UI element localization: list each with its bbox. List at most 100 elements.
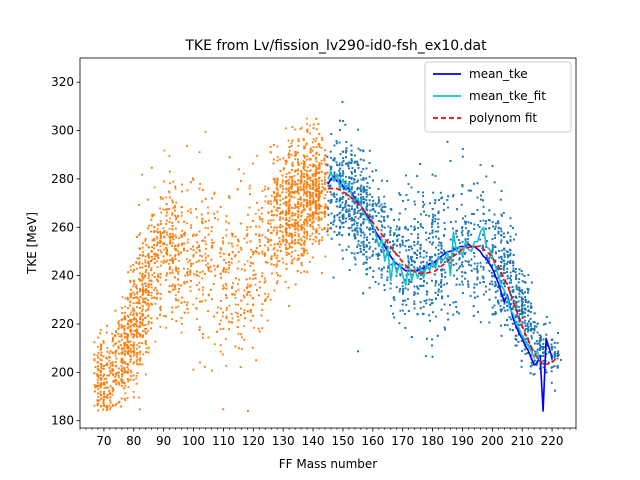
scatter-point <box>323 158 326 161</box>
scatter-point <box>305 143 308 146</box>
scatter-point <box>273 196 276 198</box>
scatter-point <box>318 144 321 147</box>
scatter-point <box>315 187 318 190</box>
scatter-point <box>282 240 284 243</box>
scatter-point <box>138 358 141 360</box>
scatter-point <box>297 158 299 161</box>
scatter-point <box>312 138 315 141</box>
scatter-point <box>254 273 257 276</box>
scatter-point <box>312 123 315 126</box>
scatter-point <box>132 341 135 344</box>
scatter-point <box>147 290 150 293</box>
scatter-point <box>323 176 326 179</box>
scatter-point <box>236 244 239 247</box>
scatter-point <box>102 355 105 358</box>
scatter-point <box>177 305 180 308</box>
scatter-point <box>183 281 186 283</box>
scatter-point <box>303 244 306 246</box>
scatter-point <box>159 309 162 312</box>
scatter-point <box>279 186 282 189</box>
scatter-point <box>309 191 312 194</box>
scatter-point <box>147 256 150 259</box>
scatter-point <box>273 192 275 195</box>
scatter-point <box>124 342 127 344</box>
scatter-point <box>135 321 138 323</box>
scatter-point <box>305 142 308 145</box>
scatter-point <box>306 166 309 169</box>
scatter-point <box>174 214 176 217</box>
scatter-point <box>120 379 123 382</box>
scatter-point <box>291 126 294 128</box>
scatter-point <box>117 381 120 384</box>
scatter-point <box>136 325 139 328</box>
scatter-point <box>171 236 174 238</box>
scatter-point <box>299 179 302 181</box>
scatter-point <box>160 235 162 238</box>
scatter-point <box>276 191 279 194</box>
scatter-point <box>245 278 248 281</box>
scatter-point <box>285 160 288 163</box>
scatter-point <box>138 204 140 206</box>
scatter-point <box>123 381 126 384</box>
scatter-point <box>169 196 171 199</box>
scatter-point <box>144 297 146 300</box>
scatter-point <box>109 401 112 404</box>
scatter-point <box>148 279 151 282</box>
scatter-point <box>228 195 231 198</box>
scatter-point <box>100 351 103 354</box>
scatter-point <box>312 146 315 148</box>
scatter-point <box>276 243 279 246</box>
scatter-point <box>141 294 144 296</box>
scatter-point <box>186 258 188 260</box>
scatter-point <box>184 231 186 234</box>
scatter-point <box>200 213 203 216</box>
scatter-point <box>135 377 138 380</box>
scatter-point <box>141 297 144 300</box>
scatter-point <box>276 249 279 252</box>
scatter-point <box>300 247 303 250</box>
scatter-point <box>139 335 142 338</box>
scatter-point <box>303 223 306 226</box>
scatter-point <box>255 247 258 249</box>
scatter-point <box>132 324 135 326</box>
scatter-point <box>312 183 315 186</box>
scatter-point <box>302 235 305 238</box>
scatter-point <box>135 360 138 363</box>
scatter-point <box>157 257 160 259</box>
scatter-point <box>142 324 145 327</box>
scatter-point <box>174 258 177 260</box>
scatter-point <box>275 233 278 236</box>
scatter-point <box>165 231 168 234</box>
scatter-point <box>129 350 132 352</box>
scatter-point <box>324 194 327 196</box>
scatter-point <box>300 175 303 177</box>
scatter-point <box>130 329 133 332</box>
scatter-point <box>124 305 126 308</box>
scatter-point <box>220 319 222 322</box>
scatter-point <box>172 180 175 183</box>
scatter-point <box>166 208 168 211</box>
scatter-point <box>127 345 130 348</box>
scatter-point <box>225 294 227 296</box>
scatter-point <box>305 158 308 161</box>
scatter-point <box>121 326 124 329</box>
scatter-point <box>132 318 135 321</box>
scatter-point <box>93 372 96 375</box>
scatter-point <box>109 350 112 352</box>
scatter-point <box>99 390 102 393</box>
scatter-point <box>207 227 209 230</box>
scatter-point <box>129 378 132 381</box>
scatter-point <box>288 156 291 159</box>
scatter-point <box>281 234 284 237</box>
scatter-point <box>276 182 279 184</box>
scatter-point <box>249 193 251 196</box>
scatter-point <box>300 177 303 179</box>
scatter-point <box>150 291 153 294</box>
scatter-point <box>147 261 150 264</box>
scatter-point <box>138 261 141 264</box>
scatter-point <box>223 286 225 289</box>
scatter-point <box>132 349 135 352</box>
scatter-point <box>162 197 164 200</box>
scatter-point <box>103 381 105 384</box>
scatter-point <box>218 323 221 325</box>
